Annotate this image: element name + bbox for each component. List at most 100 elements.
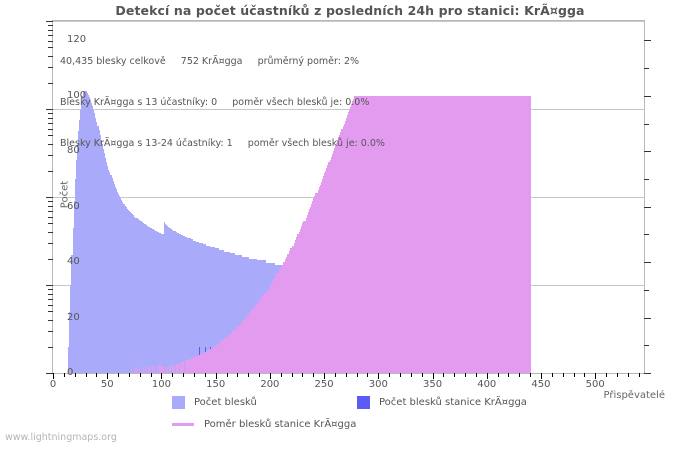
ratio-stroke xyxy=(226,336,228,373)
ratio-stroke xyxy=(195,356,197,373)
x-axis-minor-tickmark xyxy=(334,373,336,377)
ratio-stroke xyxy=(311,203,313,373)
ratio-stroke xyxy=(162,367,164,373)
bar xyxy=(175,232,177,373)
bar xyxy=(150,228,152,373)
ratio-stroke xyxy=(329,159,331,373)
y-axis-left-minor-tickmark xyxy=(48,331,53,332)
y-axis-right-tickmark xyxy=(644,317,651,319)
bar xyxy=(144,223,146,373)
bar xyxy=(163,222,165,373)
ratio-stroke xyxy=(386,95,389,373)
ratio-stroke xyxy=(278,270,280,373)
bar xyxy=(196,241,198,373)
ratio-stroke xyxy=(213,346,215,373)
ratio-stroke xyxy=(349,109,351,373)
x-axis-tick-label: 200 xyxy=(260,379,280,390)
ratio-stroke xyxy=(434,95,436,373)
ratio-stroke xyxy=(306,215,309,373)
legend-swatch-icon xyxy=(357,396,370,409)
ratio-stroke xyxy=(362,95,364,373)
y-axis-left-tickmark xyxy=(46,373,53,374)
ratio-stroke xyxy=(157,364,159,373)
ratio-stroke xyxy=(505,95,507,373)
ratio-stroke xyxy=(255,303,258,373)
bar xyxy=(218,249,220,373)
ratio-stroke xyxy=(404,95,406,373)
bar xyxy=(109,172,111,373)
ratio-stroke xyxy=(193,356,196,373)
bar xyxy=(170,228,172,373)
bar xyxy=(185,237,187,373)
x-axis-tick-label: 50 xyxy=(100,379,114,390)
ratio-stroke xyxy=(294,239,297,373)
ratio-stroke xyxy=(148,366,150,373)
bar xyxy=(165,225,167,373)
ratio-stroke xyxy=(346,115,349,373)
ratio-stroke xyxy=(219,342,222,373)
ratio-stroke xyxy=(400,95,402,373)
ratio-stroke xyxy=(336,142,338,373)
ratio-stroke xyxy=(236,328,238,373)
bar xyxy=(213,247,215,373)
ratio-stroke xyxy=(452,95,454,373)
ratio-stroke xyxy=(263,295,265,373)
ratio-stroke xyxy=(398,95,401,373)
ratio-stroke xyxy=(445,95,447,373)
ratio-stroke xyxy=(170,365,172,373)
ratio-stroke xyxy=(231,331,234,373)
y-axis-left-minor-tickmark xyxy=(48,320,53,322)
y-axis-left-minor-tickmark xyxy=(48,232,53,234)
bar xyxy=(121,200,123,373)
ratio-stroke xyxy=(153,365,156,373)
ratio-stroke xyxy=(406,95,408,373)
ratio-stroke xyxy=(474,95,477,373)
ratio-stroke xyxy=(270,284,273,373)
ratio-stroke xyxy=(485,95,487,373)
ratio-stroke xyxy=(431,95,433,373)
x-axis-minor-tickmark xyxy=(410,373,412,377)
x-axis-tick-label: 450 xyxy=(531,379,551,390)
y-axis-right-minor-tickmark xyxy=(644,123,649,125)
ratio-stroke xyxy=(428,95,430,373)
ratio-stroke xyxy=(173,364,175,373)
ratio-stroke xyxy=(342,126,344,373)
ratio-stroke xyxy=(407,95,409,373)
ratio-stroke xyxy=(523,95,525,373)
bar xyxy=(199,243,201,373)
ratio-stroke xyxy=(235,328,237,373)
ratio-stroke xyxy=(268,287,271,373)
ratio-stroke xyxy=(180,362,183,373)
x-axis-minor-tickmark xyxy=(638,373,640,377)
ratio-stroke xyxy=(145,366,147,373)
ratio-stroke xyxy=(421,95,423,373)
bar xyxy=(205,245,207,373)
bar xyxy=(244,256,247,373)
x-axis-tickmark xyxy=(215,373,217,379)
bar xyxy=(138,219,140,373)
ratio-stroke xyxy=(497,95,499,373)
ratio-stroke xyxy=(496,95,498,373)
bar xyxy=(197,241,199,373)
y-axis-right-tickmark xyxy=(644,373,651,374)
ratio-stroke xyxy=(385,95,388,373)
bar xyxy=(89,99,91,373)
x-axis-minor-tickmark xyxy=(519,373,521,377)
legend-label: Poměr blesků stanice KrÃ¤gga xyxy=(204,419,357,430)
bar xyxy=(75,160,77,373)
ratio-stroke xyxy=(388,95,390,373)
ratio-stroke xyxy=(286,256,288,373)
y-axis-right-tickmark xyxy=(644,95,651,97)
bar xyxy=(198,241,200,373)
ratio-stroke xyxy=(264,292,266,373)
bar xyxy=(195,240,197,373)
x-axis-minor-tickmark xyxy=(454,373,456,377)
bar xyxy=(208,245,210,373)
bar xyxy=(246,256,248,373)
summary-annotations: 40,435 blesky celkově 752 KrÃ¤gga průměr… xyxy=(60,28,620,178)
ratio-stroke xyxy=(205,350,208,373)
ratio-stroke xyxy=(468,95,470,373)
x-axis-tickmark xyxy=(107,373,109,379)
ratio-stroke xyxy=(279,267,281,373)
ratio-stroke xyxy=(392,95,394,373)
